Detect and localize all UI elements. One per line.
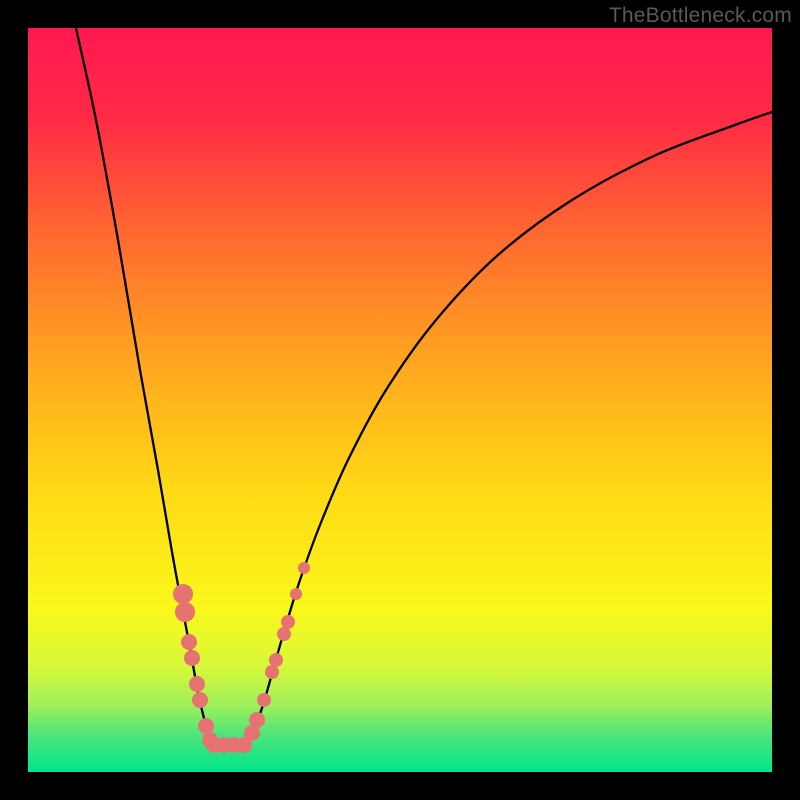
data-marker: [198, 718, 214, 734]
data-marker: [290, 588, 302, 600]
data-marker: [189, 676, 205, 692]
data-marker: [249, 712, 265, 728]
data-marker: [281, 615, 295, 629]
data-marker: [298, 562, 310, 574]
data-marker: [277, 627, 291, 641]
data-marker: [269, 653, 283, 667]
data-marker: [192, 692, 208, 708]
data-marker: [173, 584, 193, 604]
data-marker: [257, 693, 271, 707]
chart-frame: TheBottleneck.com: [0, 0, 800, 800]
data-marker: [175, 602, 195, 622]
watermark-label: TheBottleneck.com: [609, 4, 792, 28]
data-marker: [181, 634, 197, 650]
data-marker: [265, 665, 279, 679]
plot-background: [28, 28, 772, 772]
bottleneck-v-chart: [0, 0, 800, 800]
data-marker: [184, 650, 200, 666]
